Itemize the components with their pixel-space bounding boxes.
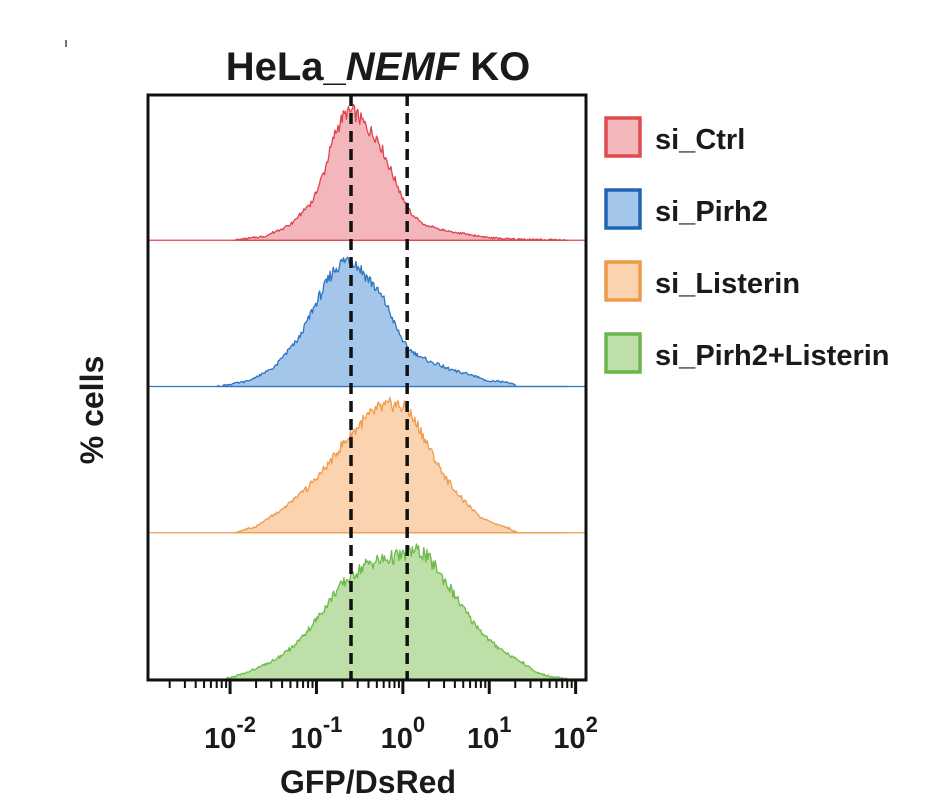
histogram-si-listerin — [233, 396, 568, 534]
legend-label: si_Listerin — [655, 268, 800, 300]
x-axis-tick-labels: 10-2 10-1 100 101 102 — [204, 712, 598, 755]
legend-swatch — [604, 116, 642, 158]
histogram-si-ctrl — [233, 103, 568, 241]
histogram-si-pirh2-listerin — [225, 543, 568, 680]
legend-swatch — [604, 188, 642, 230]
legend-swatch — [604, 260, 642, 302]
y-axis-label: % cells — [74, 356, 110, 465]
histogram-si-pirh2 — [216, 256, 568, 388]
title-suffix: KO — [459, 45, 530, 89]
title-italic: NEMF — [346, 45, 461, 89]
chart-title: HeLa_NEMF KO — [226, 45, 531, 89]
x-tick-label: 100 — [381, 712, 426, 755]
x-tick-label: 10-1 — [291, 712, 343, 755]
legend-label: si_Pirh2 — [655, 196, 768, 228]
reference-lines — [349, 95, 409, 680]
x-axis-label: GFP/DsRed — [280, 764, 456, 800]
x-axis-ticks — [168, 680, 578, 694]
legend-label: si_Pirh2+Listerin — [655, 340, 890, 372]
plot-frame — [146, 93, 588, 682]
histogram-layer — [148, 103, 586, 680]
legend-swatch — [604, 332, 642, 374]
x-tick-label: 10-2 — [204, 712, 256, 755]
legend-label: si_Ctrl — [655, 124, 745, 156]
x-tick-label: 102 — [553, 712, 598, 755]
title-prefix: HeLa_ — [226, 45, 347, 89]
legend: si_Ctrl si_Pirh2 si_Listerin si_Pirh2+Liste… — [604, 116, 890, 374]
x-tick-label: 101 — [467, 712, 512, 755]
